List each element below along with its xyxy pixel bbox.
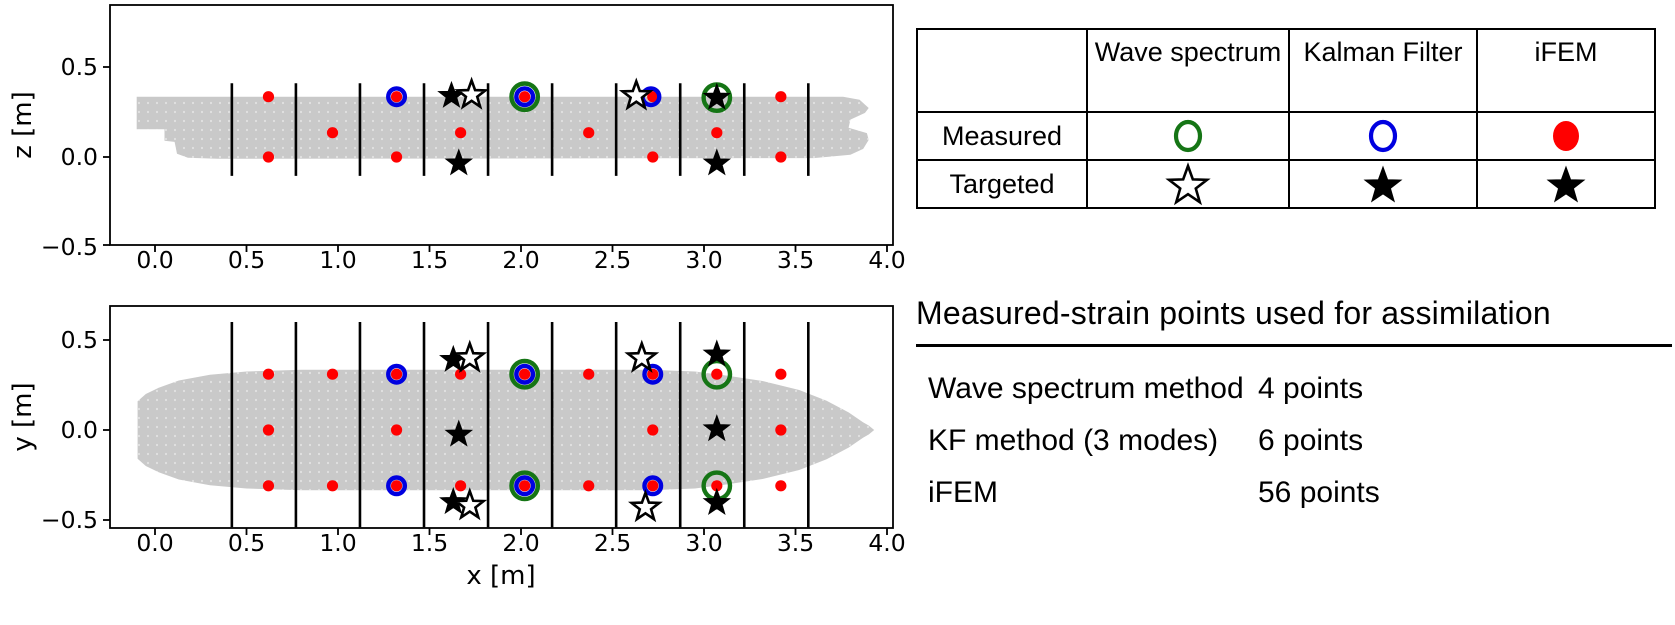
hull-speckle-texture (137, 369, 875, 491)
svg-text:0.0: 0.0 (136, 246, 173, 274)
svg-text:0.0: 0.0 (136, 529, 173, 557)
measured-ifem-marker (1476, 111, 1656, 161)
svg-text:3.0: 3.0 (685, 246, 722, 274)
series-open-circle (509, 358, 733, 502)
legend-row-measured: Measured (916, 111, 1656, 161)
targeted-kalman-marker (1288, 159, 1478, 209)
legend-col-kalman-filter: Kalman Filter (1288, 28, 1478, 113)
series-filled-circle (262, 368, 787, 492)
hull-speckle-texture (136, 96, 869, 159)
method-points: 56 points (1258, 476, 1380, 509)
svg-text:0.5: 0.5 (61, 326, 98, 354)
hull-plots-panel: 0.0 0.5 1.0 1.5 2.0 2.5 3.0 3.5 4.0 0.5 0.0 −0.5 z [… (8, 4, 906, 591)
method-points: 6 points (1258, 424, 1364, 457)
caption-row-ifem: iFEM 56 points (916, 467, 1675, 519)
series-filled-star (439, 339, 732, 516)
svg-text:0.5: 0.5 (228, 246, 265, 274)
svg-text:2.0: 2.0 (502, 246, 539, 274)
legend-corner-cell (916, 28, 1088, 113)
targeted-wave-spectrum-marker (1086, 159, 1290, 209)
svg-text:4.0: 4.0 (868, 246, 905, 274)
caption-rule (916, 344, 1672, 347)
measured-kalman-marker (1288, 111, 1478, 161)
caption-row-kf: KF method (3 modes) 6 points (916, 415, 1675, 467)
svg-text:3.0: 3.0 (685, 529, 722, 557)
legend-label-targeted: Targeted (916, 159, 1088, 209)
legend-header-row: Wave spectrum Kalman Filter iFEM (916, 28, 1656, 113)
legend-row-targeted: Targeted (916, 159, 1656, 209)
axes-box (109, 4, 894, 246)
method-name: KF method (3 modes) (928, 424, 1219, 457)
svg-text:2.5: 2.5 (594, 529, 631, 557)
top_view-plot: 0.0 0.5 1.0 1.5 2.0 2.5 3.0 3.5 4.0 0.5 0.0 −0.5 y [… (8, 305, 906, 591)
method-name: iFEM (928, 476, 998, 509)
svg-text:2.0: 2.0 (502, 529, 539, 557)
svg-text:2.5: 2.5 (594, 246, 631, 274)
y-axis-label: z [m] (8, 91, 38, 159)
x-axis: 0.0 0.5 1.0 1.5 2.0 2.5 3.0 3.5 4.0 (136, 245, 906, 274)
caption-title: Measured-strain points used for assimila… (916, 295, 1551, 331)
svg-text:0.5: 0.5 (228, 529, 265, 557)
y-axis: 0.5 0.0 −0.5 (41, 53, 110, 261)
right-panel: Wave spectrum Kalman Filter iFEM Measure… (908, 0, 1675, 519)
section-lines (230, 83, 810, 176)
svg-text:4.0: 4.0 (868, 529, 905, 557)
svg-text:−0.5: −0.5 (41, 233, 98, 261)
svg-text:1.5: 1.5 (411, 246, 448, 274)
assimilation-caption: Measured-strain points used for assimila… (916, 295, 1675, 519)
legend-col-ifem: iFEM (1476, 28, 1656, 113)
hull-strain-figure: 0.0 0.5 1.0 1.5 2.0 2.5 3.0 3.5 4.0 0.5 0.0 −0.5 z [… (8, 4, 906, 591)
svg-text:0.0: 0.0 (61, 416, 98, 444)
measured-wave-spectrum-marker (1086, 111, 1290, 161)
side_view-plot: 0.0 0.5 1.0 1.5 2.0 2.5 3.0 3.5 4.0 0.5 0.0 −0.5 z [… (8, 4, 906, 274)
svg-text:1.0: 1.0 (319, 529, 356, 557)
svg-text:0.5: 0.5 (61, 53, 98, 81)
x-axis: 0.0 0.5 1.0 1.5 2.0 2.5 3.0 3.5 4.0 (136, 528, 906, 557)
targeted-ifem-marker (1476, 159, 1656, 209)
svg-text:3.5: 3.5 (777, 246, 814, 274)
legend-table: Wave spectrum Kalman Filter iFEM Measure… (916, 28, 1656, 209)
svg-text:1.5: 1.5 (411, 529, 448, 557)
svg-text:−0.5: −0.5 (41, 506, 98, 534)
y-axis-label: y [m] (8, 382, 38, 451)
caption-method-list: Wave spectrum method 4 points KF method … (916, 363, 1675, 519)
legend-col-wave-spectrum: Wave spectrum (1086, 28, 1290, 113)
axes-box (109, 305, 894, 529)
caption-row-wave-spectrum: Wave spectrum method 4 points (916, 363, 1675, 415)
section-lines (230, 322, 810, 528)
series-open-circle (386, 363, 664, 497)
series-open-star (452, 339, 663, 523)
legend-label-measured: Measured (916, 111, 1088, 161)
svg-text:1.0: 1.0 (319, 246, 356, 274)
method-points: 4 points (1258, 372, 1364, 405)
method-name: Wave spectrum method (928, 372, 1244, 405)
series-open-star (454, 76, 654, 111)
x-axis-label: x [m] (466, 561, 535, 591)
y-axis: 0.5 0.0 −0.5 (41, 326, 110, 534)
svg-text:0.0: 0.0 (61, 143, 98, 171)
svg-text:3.5: 3.5 (777, 529, 814, 557)
